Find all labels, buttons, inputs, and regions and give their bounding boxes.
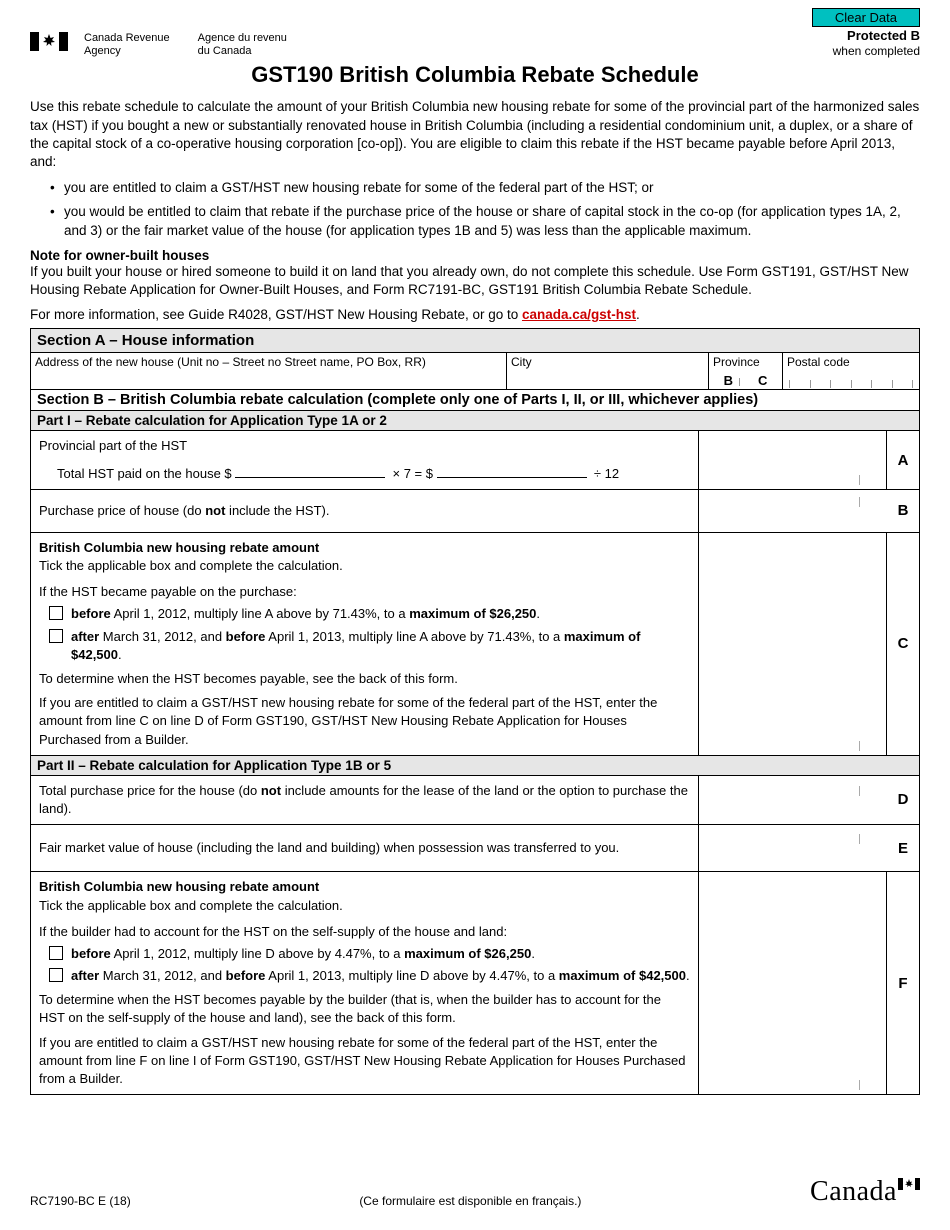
protected-b: Protected B [847,28,920,43]
clear-data-button[interactable]: Clear Data [812,8,920,27]
checkbox-before-2012-p1[interactable] [49,606,63,620]
purchase-not: not [205,503,225,518]
agency-name-fr: Agence du revenudu Canada [198,32,287,58]
tick-instruction-2: Tick the applicable box and complete the… [39,898,343,913]
line-c-letter: C [887,533,919,755]
line-c-amount[interactable] [699,533,887,755]
canada-flag-icon [30,32,68,51]
checkbox-after-2012-p1[interactable] [49,629,63,643]
agency-name-en: Canada RevenueAgency [84,32,170,58]
form-frame: Section A – House information Address of… [30,328,920,1095]
row-line-c: British Columbia new housing rebate amou… [31,533,919,756]
row-line-a: Provincial part of the HST Total HST pai… [31,431,919,489]
purchase-price-pre: Purchase price of house (do [39,503,205,518]
total-hst-label: Total HST paid on the house $ [57,466,232,481]
entitled-2: If you are entitled to claim a GST/HST n… [39,1034,690,1089]
address-row: Address of the new house (Unit no – Stre… [31,353,919,390]
line-e-letter: E [887,840,919,857]
checkbox-before-2012-p2[interactable] [49,946,63,960]
gst-hst-link[interactable]: canada.ca/gst-hst [522,307,636,322]
line-a-letter: A [887,431,919,488]
province-c: C [752,373,773,388]
province-b: B [718,373,739,388]
if-builder: If the builder had to account for the HS… [39,923,690,941]
header: Canada RevenueAgency Agence du revenudu … [30,32,920,58]
city-field[interactable]: City [507,353,709,389]
div-twelve: ÷ 12 [594,466,619,481]
line-f-amount[interactable] [699,872,887,1094]
section-b-header: Section B – British Columbia rebate calc… [31,390,919,411]
footer: RC7190-BC E (18) (Ce formulaire est disp… [30,1176,920,1208]
bullet-1: you are entitled to claim a GST/HST new … [50,179,920,197]
section-a-header: Section A – House information [31,329,919,353]
form-number: RC7190-BC E (18) [30,1194,131,1208]
canada-flag-small-icon [898,1178,920,1190]
hst-times7-input[interactable] [437,464,587,478]
total-price-pre: Total purchase price for the house (do [39,783,261,798]
row-line-e: Fair market value of house (including th… [31,825,919,872]
cra-logo [30,32,68,51]
purchase-price-post: include the HST). [225,503,329,518]
province-field[interactable]: Province B C [709,353,783,389]
line-b-letter: B [887,502,919,519]
part-1-header: Part I – Rebate calculation for Applicat… [31,411,919,431]
line-f-letter: F [887,872,919,1094]
more-info: For more information, see Guide R4028, G… [30,307,920,322]
entitled-1: If you are entitled to claim a GST/HST n… [39,694,690,749]
if-hst-1: If the HST became payable on the purchas… [39,583,690,601]
french-notice: (Ce formulaire est disponible en françai… [359,1194,581,1208]
total-not: not [261,783,281,798]
postal-code-field[interactable]: Postal code [783,353,919,389]
canada-wordmark: Canada [810,1176,920,1208]
determine-2: To determine when the HST becomes payabl… [39,991,690,1027]
row-line-f: British Columbia new housing rebate amou… [31,872,919,1094]
bullet-2: you would be entitled to claim that reba… [50,203,920,239]
row-line-d: Total purchase price for the house (do n… [31,776,919,825]
bc-rebate-heading-2: British Columbia new housing rebate amou… [39,879,319,894]
fmv-label: Fair market value of house (including th… [31,825,699,871]
line-a-amount[interactable] [699,431,887,488]
line-d-letter: D [887,791,919,808]
part-2-header: Part II – Rebate calculation for Applica… [31,756,919,776]
checkbox-after-2012-p2[interactable] [49,968,63,982]
bc-rebate-heading-1: British Columbia new housing rebate amou… [39,540,319,555]
page-title: GST190 British Columbia Rebate Schedule [30,62,920,88]
row-line-b: Purchase price of house (do not include … [31,490,919,533]
protected-label: Protected B when completed [833,28,920,58]
note-heading: Note for owner-built houses [30,248,920,263]
provincial-hst-label: Provincial part of the HST [39,437,690,455]
note-body: If you built your house or hired someone… [30,263,920,299]
protected-sub: when completed [833,44,920,58]
address-field[interactable]: Address of the new house (Unit no – Stre… [31,353,507,389]
determine-1: To determine when the HST becomes payabl… [39,670,690,688]
tick-instruction-1: Tick the applicable box and complete the… [39,558,343,573]
times-seven: × 7 = $ [393,466,433,481]
hst-paid-input[interactable] [235,464,385,478]
intro-bullets: you are entitled to claim a GST/HST new … [50,179,920,240]
intro-text: Use this rebate schedule to calculate th… [30,98,920,171]
